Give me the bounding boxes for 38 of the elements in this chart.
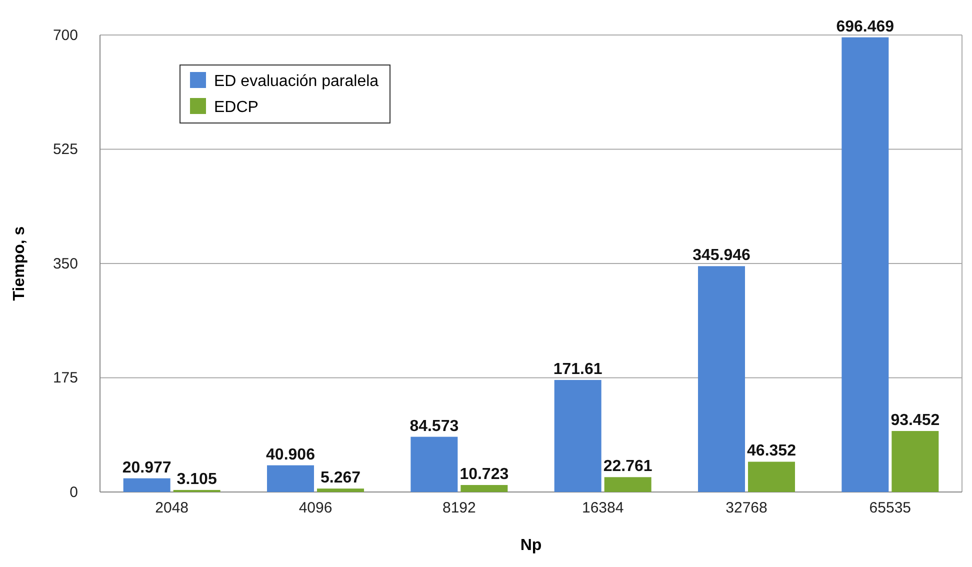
bar	[554, 380, 602, 492]
bar	[460, 485, 508, 492]
x-tick-label: 4096	[298, 500, 332, 517]
y-tick-label: 525	[52, 141, 78, 158]
data-label: 696.469	[836, 18, 894, 36]
bar	[892, 430, 939, 492]
data-label: 84.573	[410, 418, 459, 435]
data-label: 10.723	[460, 466, 509, 483]
bar	[698, 266, 745, 492]
legend-label: ED evaluación paralela	[214, 73, 379, 90]
bar	[604, 477, 652, 492]
bar	[410, 436, 458, 492]
data-label: 46.352	[747, 442, 796, 460]
bar	[267, 465, 314, 492]
bar	[317, 488, 364, 492]
data-label: 20.977	[122, 459, 172, 476]
bar	[748, 462, 795, 492]
y-tick-label: 350	[52, 255, 78, 272]
data-label: 5.267	[320, 470, 361, 487]
bar	[842, 37, 889, 492]
y-tick-label: 700	[52, 26, 78, 44]
x-tick-label: 32768	[726, 500, 768, 517]
data-label: 171.61	[553, 360, 602, 378]
data-label: 3.105	[176, 470, 217, 488]
x-tick-label: 16384	[582, 500, 624, 517]
x-tick-label: 2048	[155, 500, 189, 517]
data-label: 40.906	[266, 446, 316, 464]
y-tick-label: 0	[70, 484, 78, 501]
x-axis-title: Np	[520, 537, 542, 554]
legend-label: EDCP	[214, 99, 258, 116]
data-label: 22.761	[603, 458, 652, 476]
x-tick-label: 65535	[869, 500, 912, 517]
y-axis-title: Tiempo, s	[11, 226, 28, 301]
data-label: 345.946	[692, 247, 751, 264]
data-label: 93.452	[890, 412, 940, 429]
bar	[123, 478, 170, 492]
x-tick-label: 8192	[442, 500, 476, 517]
y-tick-label: 175	[52, 370, 78, 387]
